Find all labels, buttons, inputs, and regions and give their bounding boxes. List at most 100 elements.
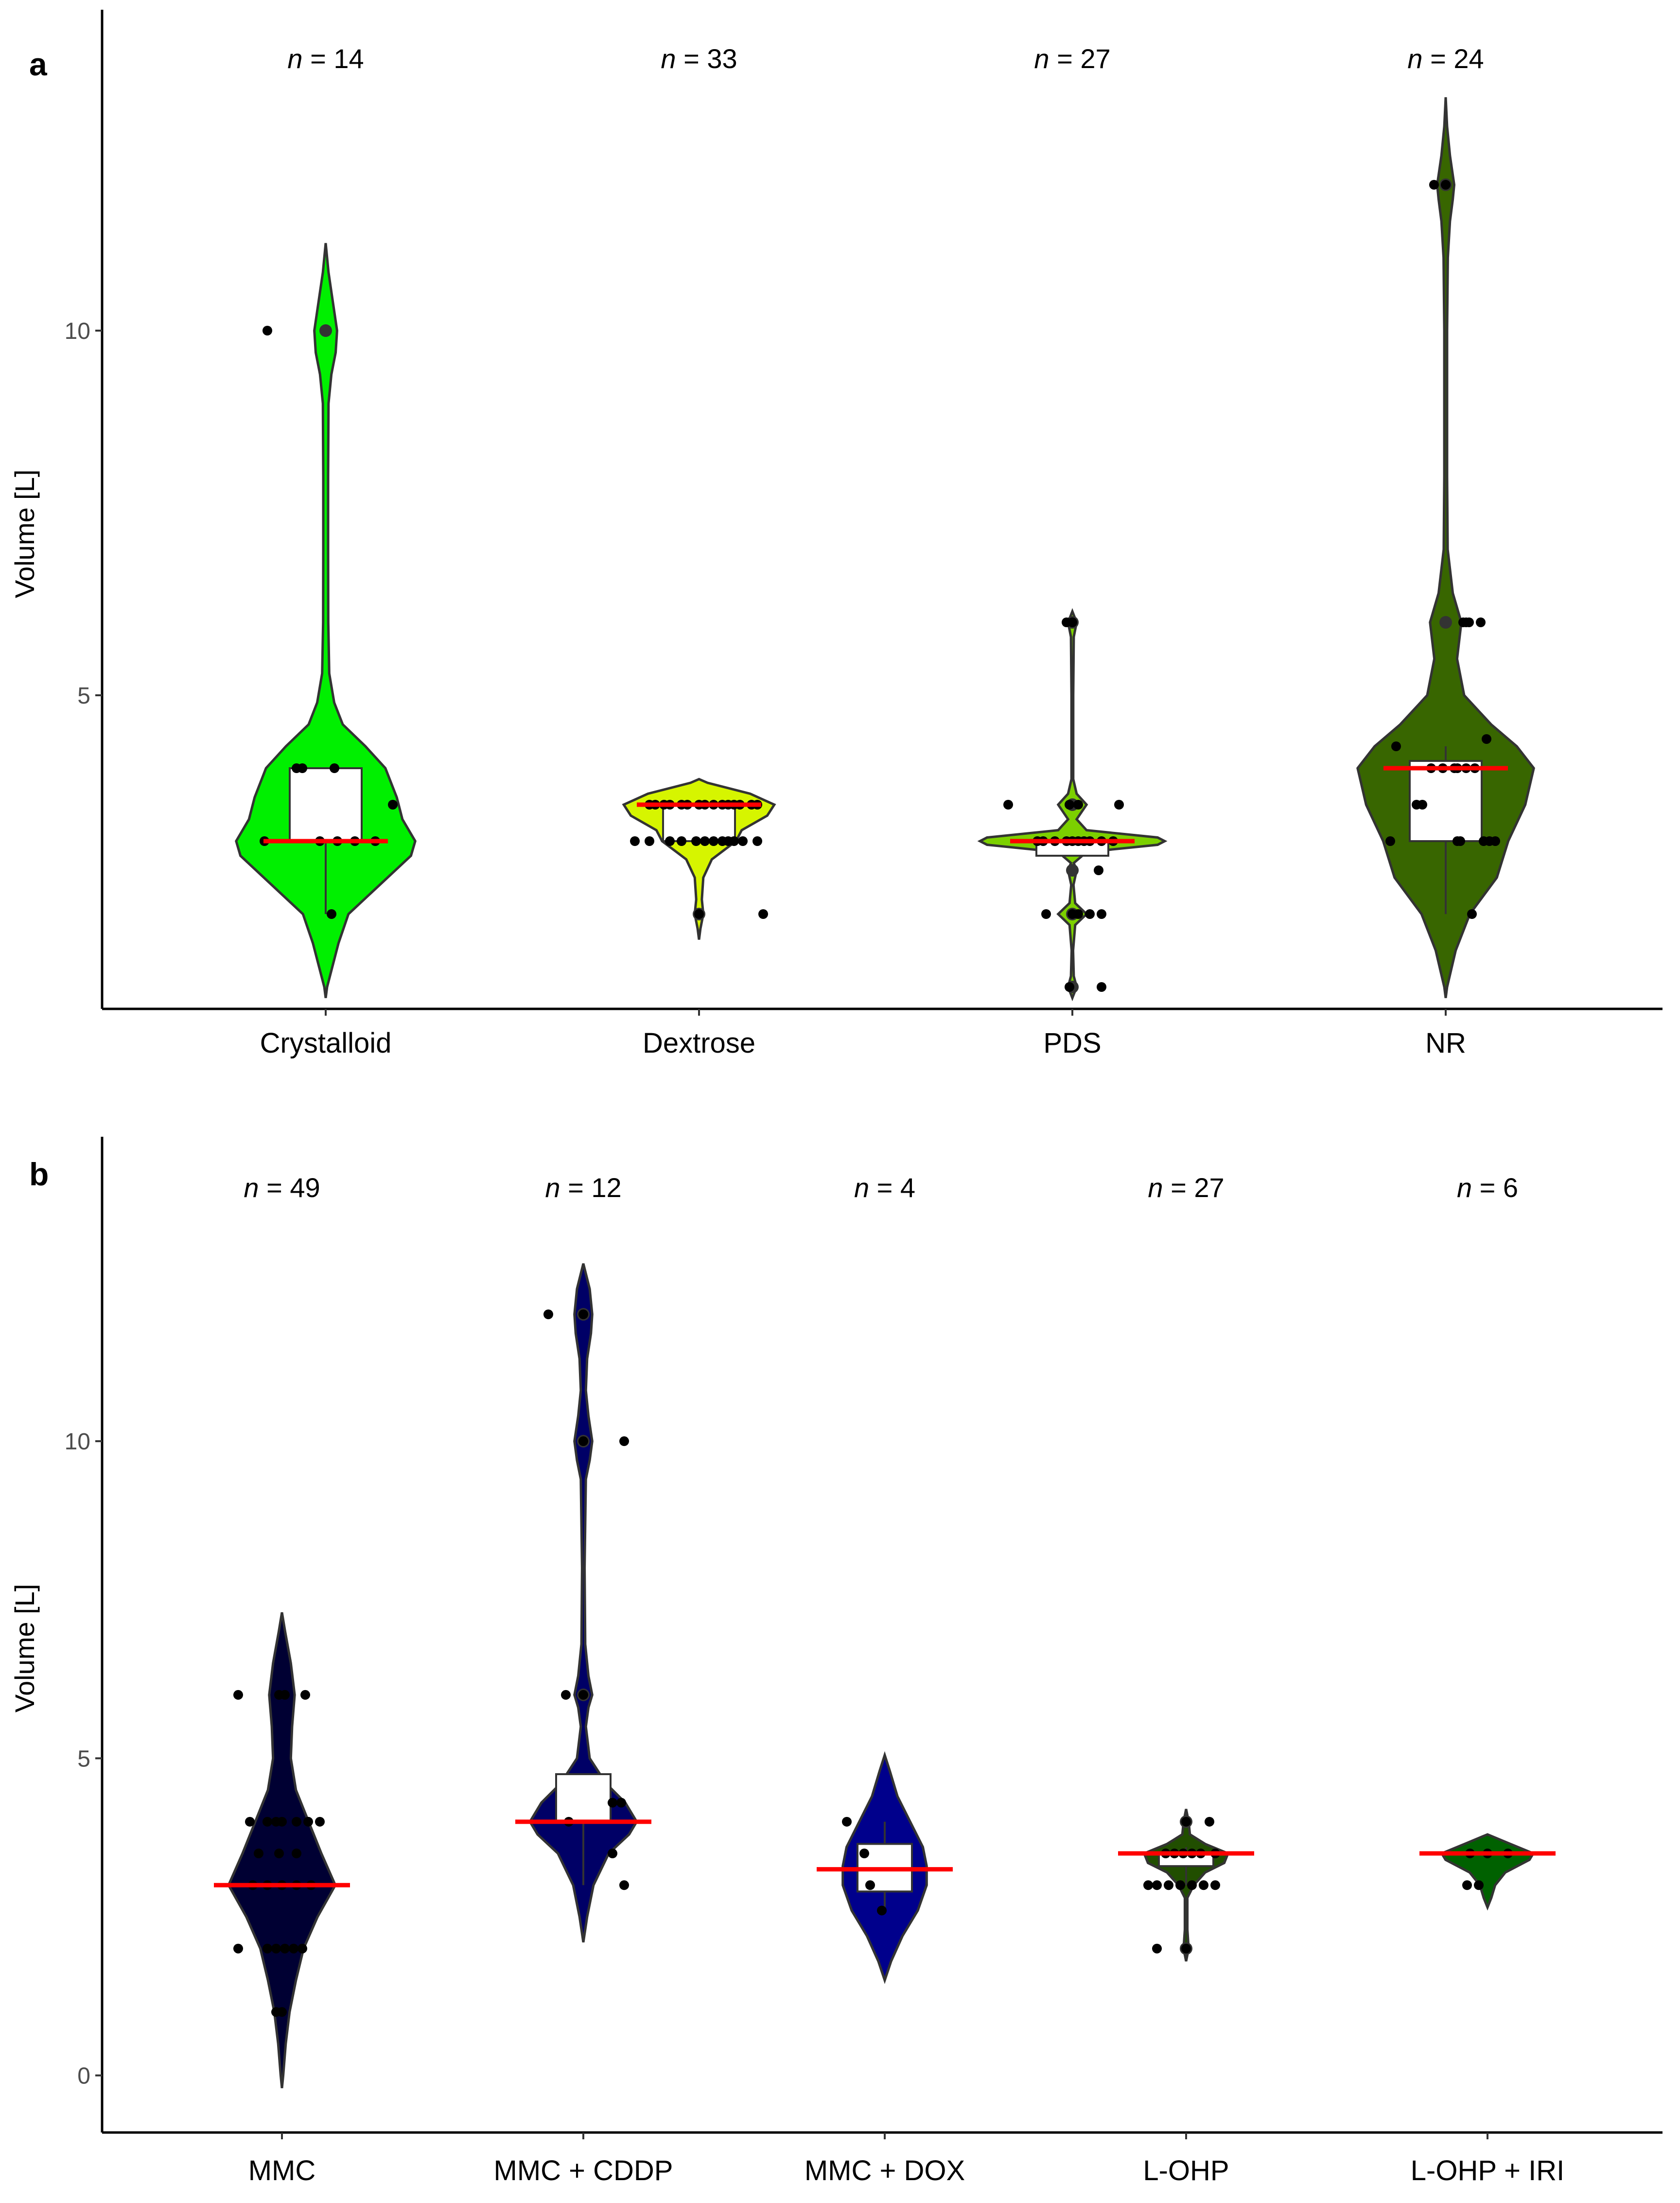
data-point-pds [1068,617,1077,627]
data-point-mmc [303,1816,313,1827]
data-point-dextrose [677,836,686,846]
data-point-l-ohp [1181,1943,1191,1954]
data-point-mmc [233,1943,243,1954]
data-point-mmc [274,1849,284,1859]
data-point-mmc-dox [877,1905,887,1916]
box-mmc-cddp [555,1773,612,1823]
category-label-mmc-cddp: MMC + CDDP [494,2155,673,2186]
data-point-dextrose [630,836,640,846]
data-point-pds [1041,909,1051,919]
data-point-mmc-cddp [543,1309,553,1320]
data-point-mmc [245,1816,255,1827]
data-point-nr [1441,180,1451,190]
data-point-l-ohp [1143,1880,1153,1890]
outlier-crystalloid [319,324,332,337]
data-point-mmc-cddp [578,1309,588,1320]
data-point-l-ohp [1210,1880,1220,1890]
category-label-mmc: MMC [248,2155,316,2186]
data-point-mmc-cddp [578,1436,588,1446]
data-point-pds [1065,982,1074,992]
data-point-mmc-cddp [619,1880,629,1890]
panel-a-letter: a [29,46,48,82]
data-point-dextrose [752,836,762,846]
data-point-l-ohp-iri [1474,1880,1484,1890]
n-label-crystalloid: n = 14 [287,43,364,74]
violin-dextrose [622,777,776,940]
panel-a-y-axis-title: Volume [L] [9,470,40,599]
category-label-l-ohp-iri: L-OHP + IRI [1411,2155,1564,2186]
data-point-crystalloid [327,909,336,919]
data-point-nr [1490,836,1500,846]
data-point-pds [1073,800,1083,810]
data-point-crystalloid [388,800,398,810]
data-point-dextrose [700,836,710,846]
data-point-nr [1418,800,1427,810]
data-point-mmc-cddp [616,1798,626,1808]
data-point-nr [1429,180,1439,190]
category-label-dextrose: Dextrose [643,1027,755,1059]
panel-b-y-tick-label: 5 [77,1746,90,1772]
box-crystalloid [289,767,363,842]
data-point-dextrose [758,909,768,919]
data-point-mmc-dox [859,1849,869,1859]
data-point-mmc [298,1943,307,1954]
data-point-mmc [233,1690,243,1700]
data-point-mmc [315,1816,325,1827]
data-point-mmc-dox [865,1880,875,1890]
data-point-nr [1482,734,1491,744]
data-point-l-ohp [1205,1816,1214,1827]
data-point-dextrose [645,836,654,846]
data-point-pds [1073,909,1083,919]
data-point-pds [1003,800,1013,810]
panel-a-y-tick-label: 5 [77,683,90,709]
n-label-mmc: n = 49 [244,1172,320,1203]
n-label-dextrose: n = 33 [661,43,737,74]
data-point-l-ohp [1152,1880,1162,1890]
data-point-dextrose [694,909,704,919]
data-point-nr [1391,741,1401,751]
data-point-l-ohp [1199,1880,1208,1890]
data-point-crystalloid [262,326,272,335]
data-point-mmc [292,1816,301,1827]
data-point-l-ohp [1175,1880,1185,1890]
data-point-nr [1476,617,1486,627]
data-point-nr [1467,909,1477,919]
violin-crystalloid [235,243,417,998]
data-point-dextrose [723,836,733,846]
panel-b-y-tick-label: 0 [77,2063,90,2089]
data-point-pds [1097,909,1106,919]
n-label-l-ohp-iri: n = 6 [1457,1172,1518,1203]
violin-l-ohp-iri [1440,1833,1535,1911]
panel-b-y-tick-label: 10 [65,1429,90,1455]
panel-b-letter: b [29,1156,49,1192]
data-point-mmc [289,1943,298,1954]
violin-mmc-cddp [528,1263,638,1943]
data-point-nr [1464,617,1474,627]
data-point-mmc [262,1816,272,1827]
category-label-nr: NR [1425,1027,1466,1059]
data-point-nr [1455,836,1465,846]
data-point-mmc-cddp [619,1436,629,1446]
data-point-mmc [262,1943,272,1954]
data-point-crystalloid [330,763,339,773]
data-point-mmc [277,2007,287,2017]
data-point-mmc-dox [842,1816,852,1827]
data-point-mmc [271,1816,281,1827]
data-point-l-ohp-iri [1462,1880,1472,1890]
data-point-pds [1085,909,1095,919]
panel-b: b Volume [L] 0 5 10 n = 49 MMC n = 12 MMC + CD… [9,1137,1662,2186]
data-point-l-ohp [1181,1816,1191,1827]
data-point-pds [1094,865,1103,875]
data-point-mmc-cddp [608,1849,617,1859]
data-point-mmc [271,1943,281,1954]
violin-nr [1356,97,1535,998]
n-label-mmc-dox: n = 4 [854,1172,915,1203]
panel-a-y-tick-label: 10 [65,318,90,344]
category-label-l-ohp: L-OHP [1143,2155,1229,2186]
data-point-pds [1114,800,1124,810]
data-point-l-ohp [1187,1880,1197,1890]
data-point-dextrose [665,836,675,846]
data-point-crystalloid [298,763,307,773]
data-point-nr [1385,836,1395,846]
